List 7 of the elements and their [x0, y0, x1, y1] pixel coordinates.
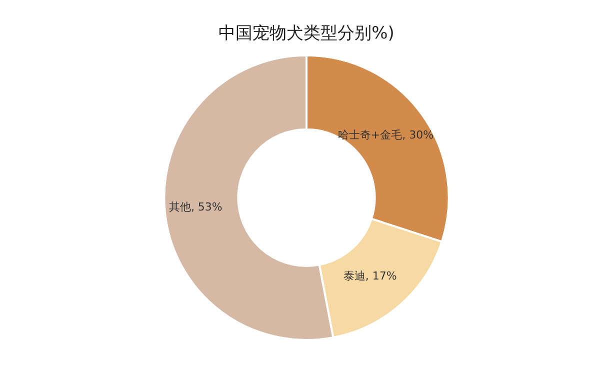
- data-label: , 17%: [365, 270, 397, 283]
- chart-title: 中国宠物犬类型分别%): [218, 24, 394, 44]
- data-label: , 30%: [402, 128, 434, 142]
- slice-label: 哈士奇+金毛: [338, 128, 402, 142]
- slice-label: 其他: [168, 200, 191, 214]
- slice-label: 泰迪: [343, 270, 366, 283]
- data-label: , 53%: [190, 200, 222, 214]
